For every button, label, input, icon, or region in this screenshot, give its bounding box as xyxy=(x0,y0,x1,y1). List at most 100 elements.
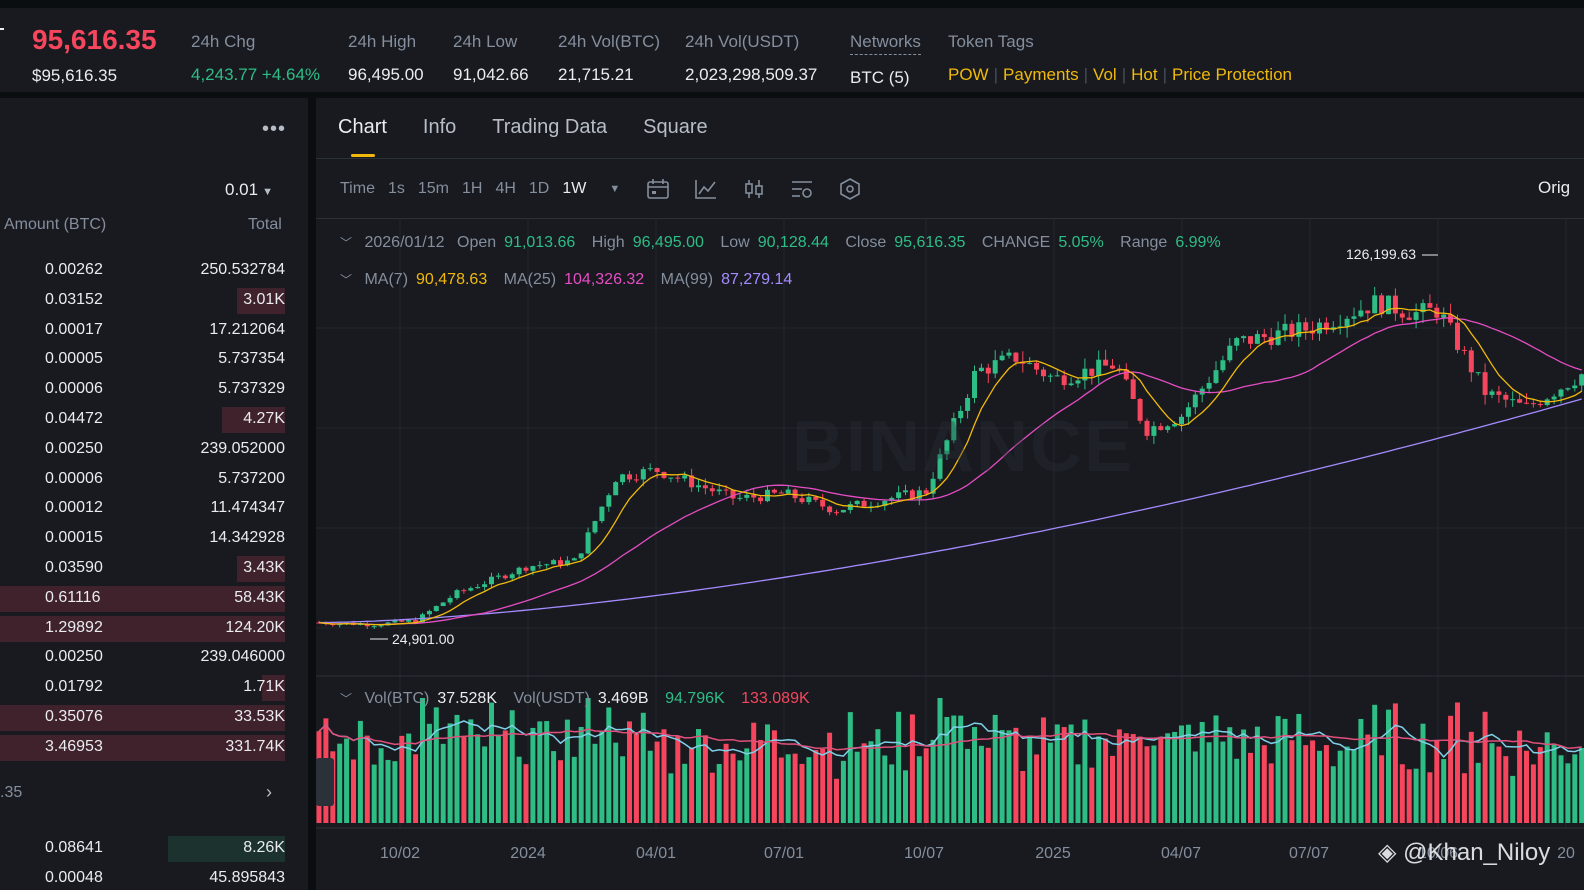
chevron-right-icon[interactable]: › xyxy=(266,782,272,802)
ask-row[interactable]: 0.04472 4.27K xyxy=(0,405,285,434)
candle-body xyxy=(1392,295,1398,314)
candle-body xyxy=(896,492,902,498)
volume-bar xyxy=(1565,763,1571,823)
tag-pow[interactable]: POW xyxy=(948,65,989,84)
stat-value: 4,243.77 +4.64% xyxy=(191,65,321,84)
candle-body xyxy=(771,489,777,493)
ask-row[interactable]: 0.00250 239.046000 xyxy=(0,643,285,672)
ma25-line xyxy=(318,317,1582,626)
chevron-down-icon[interactable]: ﹀ xyxy=(340,236,353,250)
settings-sliders-icon[interactable] xyxy=(790,178,814,200)
ask-row[interactable]: 0.00012 11.474347 xyxy=(0,494,285,523)
stat-networks[interactable]: Networks BTC (5) xyxy=(850,32,921,88)
interval-1s[interactable]: 1s xyxy=(387,180,405,197)
caret-down-icon[interactable]: ▼ xyxy=(609,183,621,195)
candle-body xyxy=(1116,368,1122,370)
tag-payments[interactable]: Payments xyxy=(1003,65,1079,84)
volume-bar xyxy=(1096,736,1102,823)
candle-body xyxy=(509,574,515,579)
tag-price-protection[interactable]: Price Protection xyxy=(1172,65,1292,84)
ask-row[interactable]: 0.61116 58.43K xyxy=(0,584,285,613)
precision-select[interactable]: 0.01 ▼ xyxy=(225,180,273,200)
chevron-down-icon[interactable]: ﹀ xyxy=(340,692,353,706)
interval-1w[interactable]: 1W xyxy=(562,180,587,197)
volume-bar xyxy=(633,733,639,823)
candle-type-icon[interactable] xyxy=(742,178,766,200)
bid-row[interactable]: 0.00048 45.895843 xyxy=(0,864,285,890)
tag-hot[interactable]: Hot xyxy=(1131,65,1158,84)
ask-row[interactable]: 0.00005 5.737354 xyxy=(0,345,285,374)
interval-4h[interactable]: 4H xyxy=(495,180,516,197)
indicator-icon[interactable] xyxy=(694,178,718,200)
tab-info[interactable]: Info xyxy=(422,116,457,138)
bid-row[interactable]: 0.08641 8.26K xyxy=(0,834,285,863)
volume-bar xyxy=(1503,756,1509,823)
volume-bar xyxy=(1110,755,1115,823)
ask-row[interactable]: 0.35076 33.53K xyxy=(0,703,285,732)
ask-row[interactable]: 0.00262 250.532784 xyxy=(0,256,285,285)
ask-row[interactable]: 0.03152 3.01K xyxy=(0,286,285,315)
candle-body xyxy=(640,469,646,480)
volume-bar xyxy=(433,707,439,823)
volume-bar xyxy=(592,743,598,823)
candle-body xyxy=(592,521,598,533)
candle-body xyxy=(1220,360,1226,371)
volume-bar xyxy=(544,721,550,823)
tab-trading-data[interactable]: Trading Data xyxy=(492,116,608,138)
volume-bar xyxy=(1524,750,1529,823)
candle-body xyxy=(813,496,819,500)
ask-row[interactable]: 0.00250 239.052000 xyxy=(0,435,285,464)
interval-time[interactable]: Time xyxy=(340,180,375,197)
ask-row[interactable]: 3.46953 331.74K xyxy=(0,733,285,762)
original-view-toggle[interactable]: Orig xyxy=(1538,178,1571,197)
volume-bar xyxy=(530,727,536,823)
volume-bar xyxy=(1199,721,1205,823)
candle-body xyxy=(371,626,377,628)
author-watermark: ◈ @Khan_Niloy xyxy=(1378,839,1551,866)
tag-separator: | xyxy=(993,65,999,84)
candle-body xyxy=(1386,295,1391,315)
hexagon-settings-icon[interactable] xyxy=(838,178,862,200)
candle-body xyxy=(1144,420,1150,436)
ask-row[interactable]: 0.01792 1.71K xyxy=(0,673,285,702)
ask-row[interactable]: 0.00017 17.212064 xyxy=(0,316,285,345)
interval-15m[interactable]: 15m xyxy=(417,180,449,197)
candle-body xyxy=(475,587,481,589)
volume-bar xyxy=(1337,750,1343,823)
ask-row[interactable]: 0.00015 14.342928 xyxy=(0,524,285,553)
ask-row[interactable]: 0.00006 5.737329 xyxy=(0,375,285,404)
more-icon[interactable]: ••• xyxy=(262,118,287,140)
candle-body xyxy=(1254,334,1260,344)
interval-1h[interactable]: 1H xyxy=(462,180,483,197)
ma7-line xyxy=(318,307,1583,626)
candle-body xyxy=(502,575,508,579)
tab-chart[interactable]: Chart xyxy=(338,116,387,157)
price-chart[interactable]: 126,199.63 24,901.00 10/02 2024 04/01 07/01 10… xyxy=(316,218,1584,890)
ask-row[interactable]: 0.00006 5.737200 xyxy=(0,465,285,494)
ask-amount: 0.00250 xyxy=(45,439,103,457)
interval-1d[interactable]: 1D xyxy=(528,180,550,197)
open-value: 91,013.66 xyxy=(504,234,576,251)
volume-bar xyxy=(1034,754,1040,823)
candle-body xyxy=(682,475,688,479)
bid-amount: 0.08641 xyxy=(45,839,103,856)
candle-body xyxy=(495,575,501,577)
candle-body xyxy=(937,454,943,479)
volume-bar xyxy=(689,747,695,823)
ask-row[interactable]: 0.03590 3.43K xyxy=(0,554,285,583)
high-annotation: 126,199.63 xyxy=(1346,246,1416,262)
candle-body xyxy=(792,489,798,499)
tag-vol[interactable]: Vol xyxy=(1093,65,1117,84)
chevron-down-icon[interactable]: ﹀ xyxy=(340,273,353,287)
stat-label[interactable]: Networks xyxy=(850,32,921,55)
depth-bar xyxy=(236,287,285,314)
vol-ma-b-value: 133.089K xyxy=(741,690,810,707)
ask-total: 11.474347 xyxy=(210,499,285,517)
volume-bar xyxy=(1434,740,1440,823)
calendar-icon[interactable] xyxy=(646,178,670,200)
ask-row[interactable]: 1.29892 124.20K xyxy=(0,614,285,643)
volume-bar xyxy=(1082,719,1088,823)
tab-square[interactable]: Square xyxy=(643,116,708,138)
candle-body xyxy=(985,367,991,374)
candle-body xyxy=(1468,350,1474,373)
